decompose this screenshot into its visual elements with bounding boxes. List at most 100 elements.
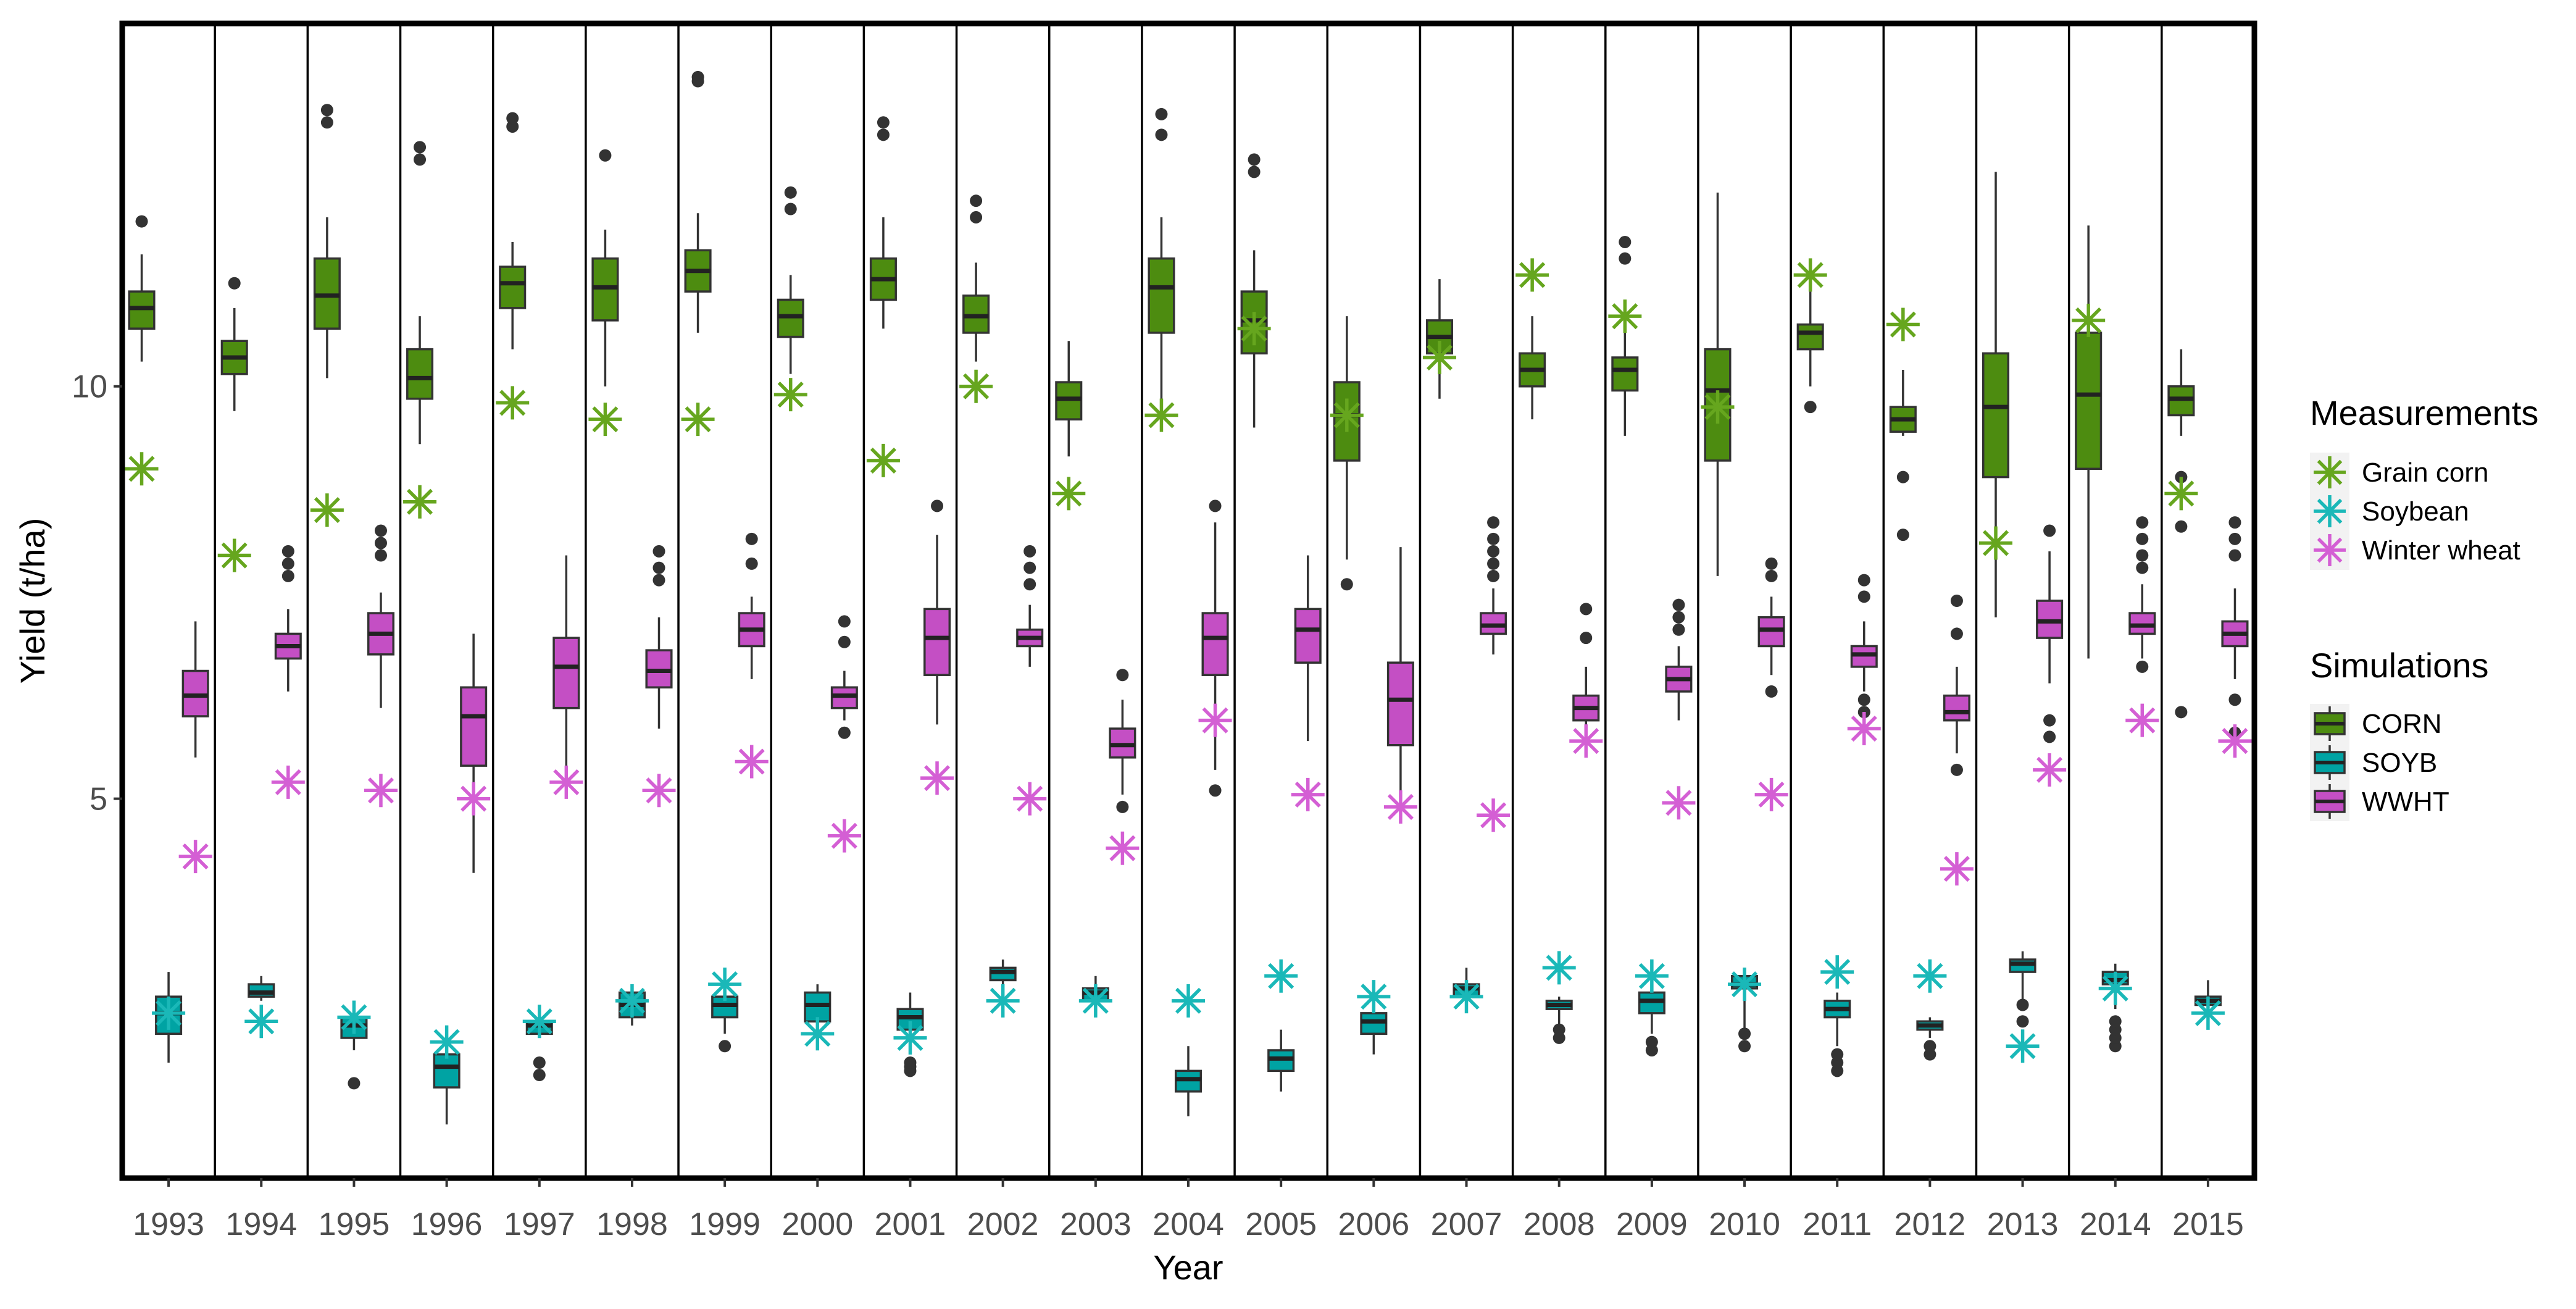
box-soy-2012	[1916, 1017, 1944, 1061]
outlier-corn-1993-0	[135, 215, 148, 228]
measurement-wheat-2006	[1383, 790, 1417, 824]
x-axis-title: Year	[1153, 1248, 1223, 1287]
outlier-wheat-2000-1	[838, 635, 851, 648]
outlier-wheat-2009-0	[1672, 623, 1685, 636]
outlier-wheat-1994-1	[281, 557, 294, 570]
outlier-soy-1997-0	[533, 1069, 546, 1082]
outlier-wheat-1995-1	[374, 537, 387, 550]
x-tick-label-2014: 2014	[2080, 1207, 2151, 1242]
measurement-soy-2001	[893, 1021, 927, 1055]
outlier-corn-2012-1	[1896, 529, 1909, 542]
outlier-corn-1997-1	[506, 112, 519, 125]
measurement-soy-1999	[708, 968, 742, 1002]
box-wheat-2011	[1850, 574, 1878, 719]
box-body-wheat-2012	[1943, 694, 1970, 722]
outlier-wheat-2015-0	[2228, 693, 2241, 706]
measurement-soy-2005	[1264, 959, 1298, 993]
legend-key-star-wheat	[2314, 534, 2346, 566]
outlier-wheat-2004-1	[1209, 500, 1222, 512]
measurement-soy-1996	[430, 1025, 464, 1059]
x-tick-label-2012: 2012	[1894, 1207, 1966, 1242]
measurement-wheat-2011	[1847, 712, 1881, 746]
measurement-soy-2014	[2098, 971, 2132, 1005]
outlier-soy-2001-2	[904, 1056, 917, 1069]
box-corn-2004	[1148, 107, 1175, 420]
measurement-corn-2011	[1793, 258, 1827, 292]
measurement-wheat-2000	[827, 819, 861, 853]
box-wheat-2003	[1109, 669, 1136, 813]
outlier-corn-2004-1	[1155, 107, 1168, 120]
outlier-soy-1995-0	[348, 1077, 361, 1090]
outlier-wheat-2007-4	[1487, 516, 1500, 529]
box-body-wheat-1996	[460, 686, 488, 767]
measurement-corn-2009	[1608, 299, 1642, 333]
x-tick-label-2011: 2011	[1803, 1207, 1872, 1242]
outlier-wheat-1995-0	[374, 549, 387, 562]
outlier-wheat-2000-0	[838, 726, 851, 739]
outlier-wheat-2004-0	[1209, 784, 1222, 797]
box-corn-2003	[1055, 341, 1083, 457]
measurement-wheat-1993	[178, 840, 212, 874]
box-soy-1996	[433, 1042, 461, 1125]
box-corn-2011	[1796, 291, 1824, 414]
outlier-corn-2012-0	[1896, 470, 1909, 483]
outlier-corn-2011-0	[1804, 401, 1817, 414]
measurement-soy-1998	[615, 984, 649, 1018]
box-wheat-2000	[830, 615, 858, 739]
outlier-wheat-2013-2	[2043, 524, 2056, 537]
outlier-wheat-2012-2	[1950, 595, 1963, 607]
outlier-corn-1999-1	[691, 70, 704, 83]
box-corn-2002	[962, 194, 990, 362]
measurement-soy-2009	[1635, 959, 1669, 993]
box-body-soy-1996	[433, 1053, 461, 1089]
measurement-wheat-2005	[1291, 777, 1325, 811]
measurement-soy-1997	[522, 1005, 556, 1039]
box-wheat-1997	[552, 555, 580, 774]
box-body-wheat-2006	[1386, 661, 1414, 747]
measurement-corn-2008	[1515, 258, 1549, 292]
outlier-wheat-2015-2	[2228, 549, 2241, 562]
measurement-soy-2012	[1913, 959, 1947, 993]
measurement-corn-1994	[217, 538, 251, 572]
outlier-wheat-2014-0	[2136, 660, 2149, 673]
measurement-wheat-2002	[1013, 782, 1047, 816]
box-soy-2009	[1638, 984, 1665, 1056]
x-tick-label-1995: 1995	[319, 1207, 390, 1242]
outlier-corn-2000-1	[784, 186, 797, 199]
outlier-corn-2005-0	[1248, 165, 1261, 178]
y-tick-label-5: 5	[90, 782, 107, 818]
measurement-corn-2001	[866, 443, 900, 477]
outlier-wheat-2008-1	[1580, 603, 1593, 616]
box-corn-1995	[313, 104, 341, 378]
y-tick-label-10: 10	[72, 369, 107, 405]
measurement-corn-2010	[1701, 390, 1735, 424]
measurement-soy-2003	[1078, 984, 1112, 1018]
outlier-corn-2015-2	[2175, 706, 2188, 719]
box-soy-2002	[989, 960, 1017, 985]
outlier-wheat-2010-2	[1765, 557, 1778, 570]
measurement-wheat-1995	[364, 774, 398, 808]
outlier-corn-2001-0	[877, 128, 890, 141]
box-corn-2008	[1519, 316, 1546, 420]
measurement-soy-2015	[2191, 996, 2225, 1030]
measurement-wheat-1999	[735, 745, 769, 779]
outlier-corn-2001-1	[877, 116, 890, 129]
outlier-wheat-2012-0	[1950, 763, 1963, 776]
outlier-wheat-2002-1	[1023, 561, 1036, 574]
outlier-wheat-2007-1	[1487, 557, 1500, 570]
measurement-wheat-2012	[1940, 852, 1974, 886]
measurement-wheat-1998	[642, 774, 676, 808]
measurement-soy-2010	[1728, 968, 1762, 1002]
outlier-soy-2012-1	[1924, 1040, 1936, 1053]
x-tick-label-2005: 2005	[1245, 1207, 1317, 1242]
measurement-corn-2013	[1979, 526, 2013, 560]
outlier-corn-1994-0	[228, 277, 241, 290]
box-wheat-2012	[1943, 595, 1970, 776]
box-corn-1997	[499, 112, 527, 349]
outlier-wheat-1994-0	[281, 569, 294, 582]
outlier-wheat-2014-1	[2136, 561, 2149, 574]
measurement-corn-1998	[588, 403, 622, 437]
outlier-wheat-2014-3	[2136, 532, 2149, 545]
outlier-wheat-2009-2	[1672, 598, 1685, 611]
